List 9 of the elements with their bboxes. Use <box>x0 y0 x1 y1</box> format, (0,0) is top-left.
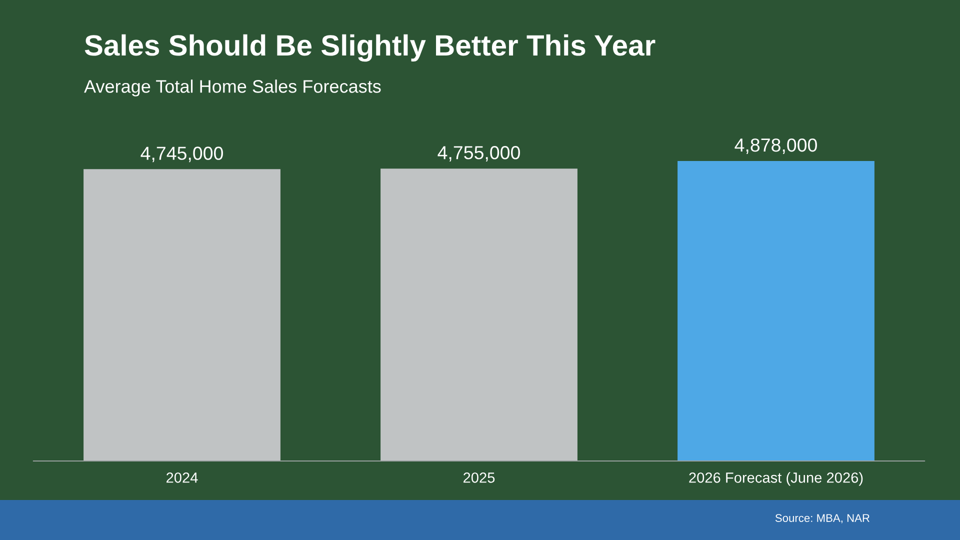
x-tick-label: 2026 Forecast (June 2026) <box>689 472 863 486</box>
chart-title: Sales Should Be Slightly Better This Year <box>84 34 656 62</box>
chart-subtitle: Average Total Home Sales Forecasts <box>84 80 381 96</box>
data-label: 4,745,000 <box>140 146 223 162</box>
data-label: 4,878,000 <box>734 138 817 154</box>
source-note: Source: MBA, NAR <box>775 514 870 524</box>
x-tick-label: 2024 <box>166 472 198 483</box>
x-tick-label: 2025 <box>464 472 495 483</box>
data-label: 4,755,000 <box>438 146 520 162</box>
